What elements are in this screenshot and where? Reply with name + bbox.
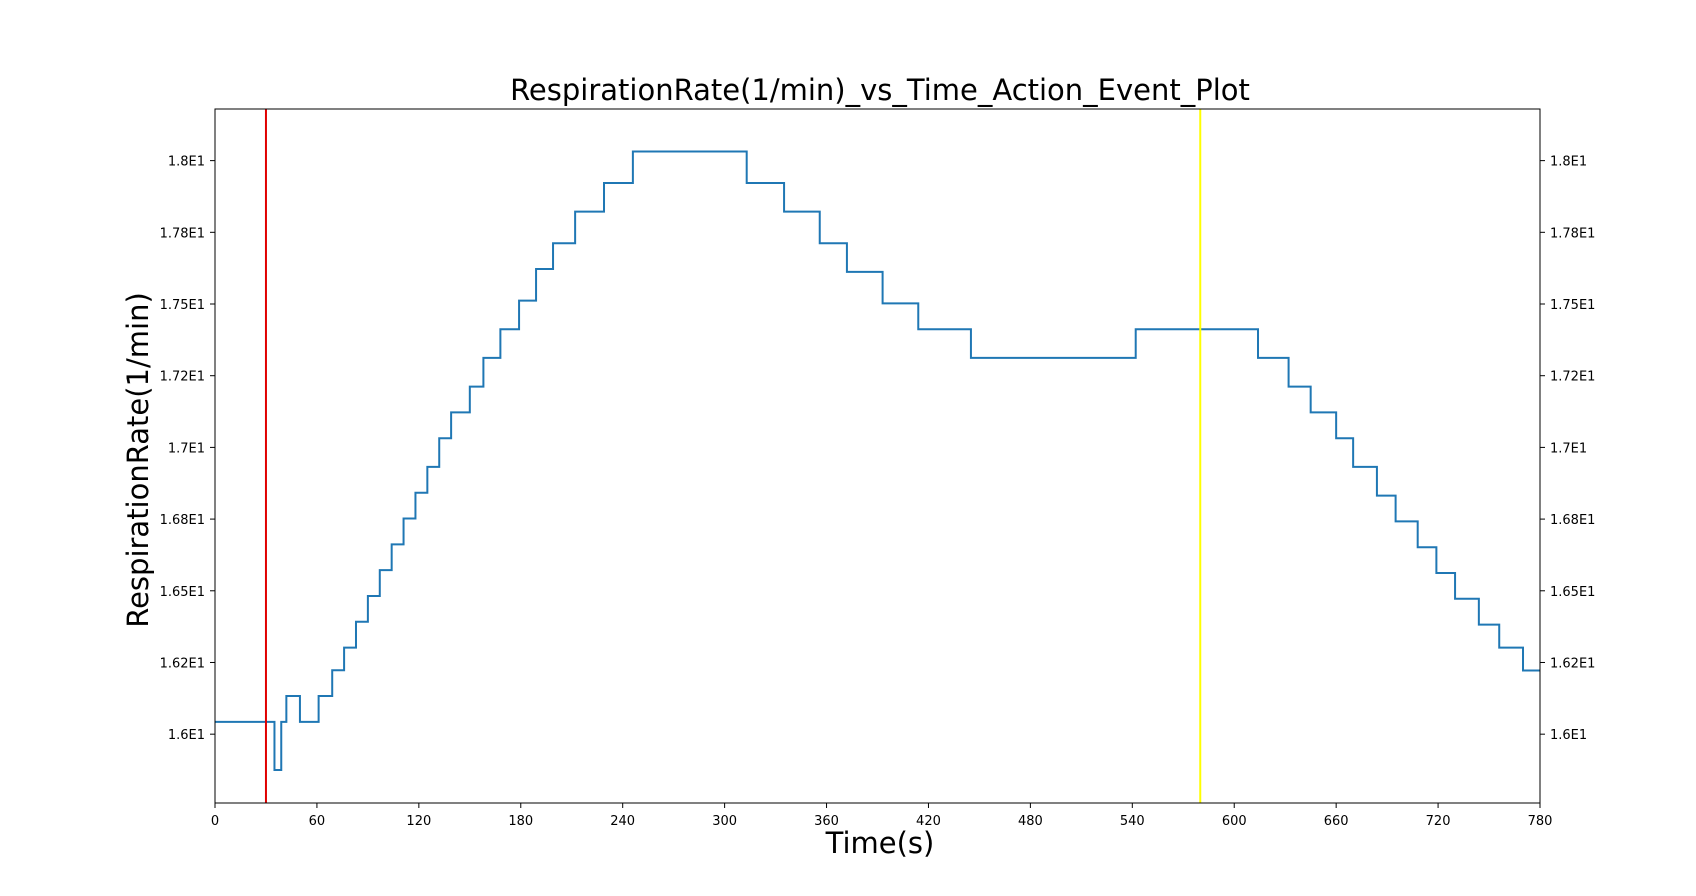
y-tick-label-left: 1.7E1 [168, 441, 205, 456]
x-tick-label: 660 [1324, 814, 1349, 829]
chart-title: RespirationRate(1/min)_vs_Time_Action_Ev… [510, 73, 1250, 107]
x-tick-label: 600 [1222, 814, 1247, 829]
y-tick-label-right: 1.75E1 [1550, 298, 1595, 313]
series-line-0 [215, 150, 1540, 772]
y-tick-label-left: 1.78E1 [160, 226, 205, 241]
y-tick-label-left: 1.6E1 [168, 728, 205, 743]
y-tick-label-left: 1.75E1 [160, 298, 205, 313]
y-tick-label-right: 1.65E1 [1550, 585, 1595, 600]
plot-area [214, 108, 1541, 804]
y-tick-label-left: 1.65E1 [160, 585, 205, 600]
x-tick-label: 780 [1528, 814, 1553, 829]
y-tick-label-left: 1.8E1 [168, 155, 205, 170]
x-tick-label: 180 [508, 814, 533, 829]
x-axis-ticks: 0 60 120 180 240 300 360 420 480 540 600 660 720 780 [211, 803, 1553, 829]
x-tick-label: 720 [1426, 814, 1451, 829]
x-tick-label: 60 [309, 814, 326, 829]
x-tick-label: 0 [211, 814, 219, 829]
y-tick-label-left: 1.72E1 [160, 370, 205, 385]
y-tick-label-right: 1.72E1 [1550, 370, 1595, 385]
x-tick-label: 240 [610, 814, 635, 829]
y-tick-label-right: 1.78E1 [1550, 226, 1595, 241]
x-tick-label: 480 [1018, 814, 1043, 829]
x-tick-label: 540 [1120, 814, 1145, 829]
x-axis-label: Time(s) [825, 826, 935, 860]
y-tick-label-left: 1.62E1 [160, 656, 205, 671]
y-tick-label-right: 1.68E1 [1550, 513, 1595, 528]
y-tick-label-right: 1.8E1 [1550, 155, 1587, 170]
y-axis-ticks: 1.6E1 1.6E1 1.62E1 1.62E1 1.65E1 1.65E1 1.68E1… [160, 155, 1596, 744]
y-tick-label-left: 1.68E1 [160, 513, 205, 528]
y-axis-label: RespirationRate(1/min) [121, 292, 155, 628]
plot-frame [214, 108, 1541, 804]
x-tick-label: 420 [916, 814, 941, 829]
x-tick-label: 120 [406, 814, 431, 829]
x-tick-label: 360 [814, 814, 839, 829]
y-tick-label-right: 1.62E1 [1550, 656, 1595, 671]
y-tick-label-right: 1.7E1 [1550, 441, 1587, 456]
y-tick-label-right: 1.6E1 [1550, 728, 1587, 743]
x-tick-label: 300 [712, 814, 737, 829]
